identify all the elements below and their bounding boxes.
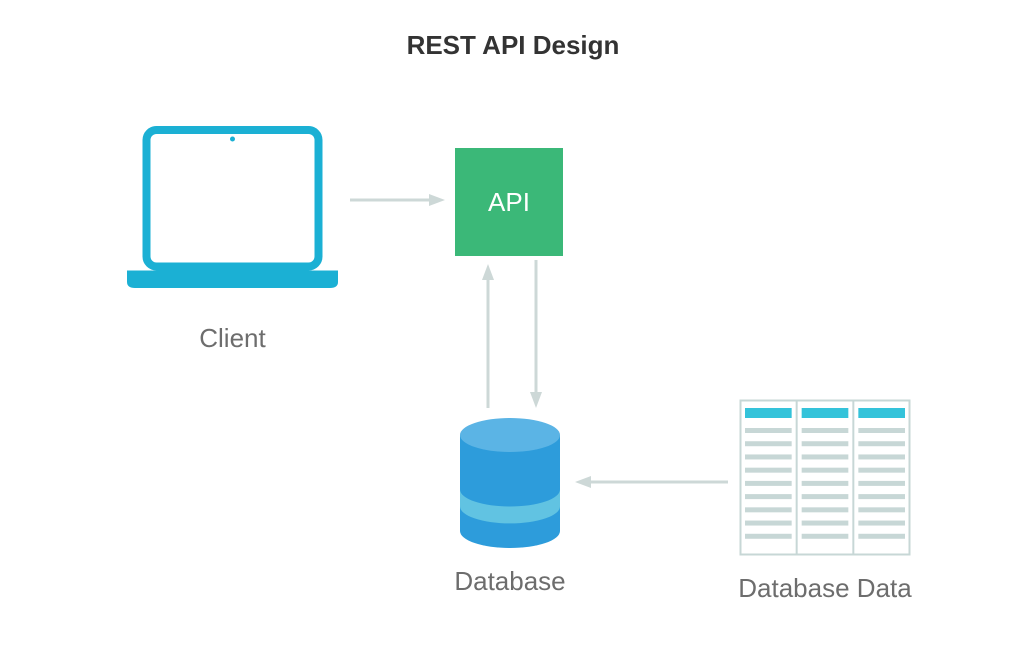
database-label: Database xyxy=(410,566,610,597)
client-label: Client xyxy=(125,323,340,354)
database-data-label: Database Data xyxy=(695,573,955,604)
diagram-canvas: REST API Design API Client Database Data… xyxy=(0,0,1026,662)
